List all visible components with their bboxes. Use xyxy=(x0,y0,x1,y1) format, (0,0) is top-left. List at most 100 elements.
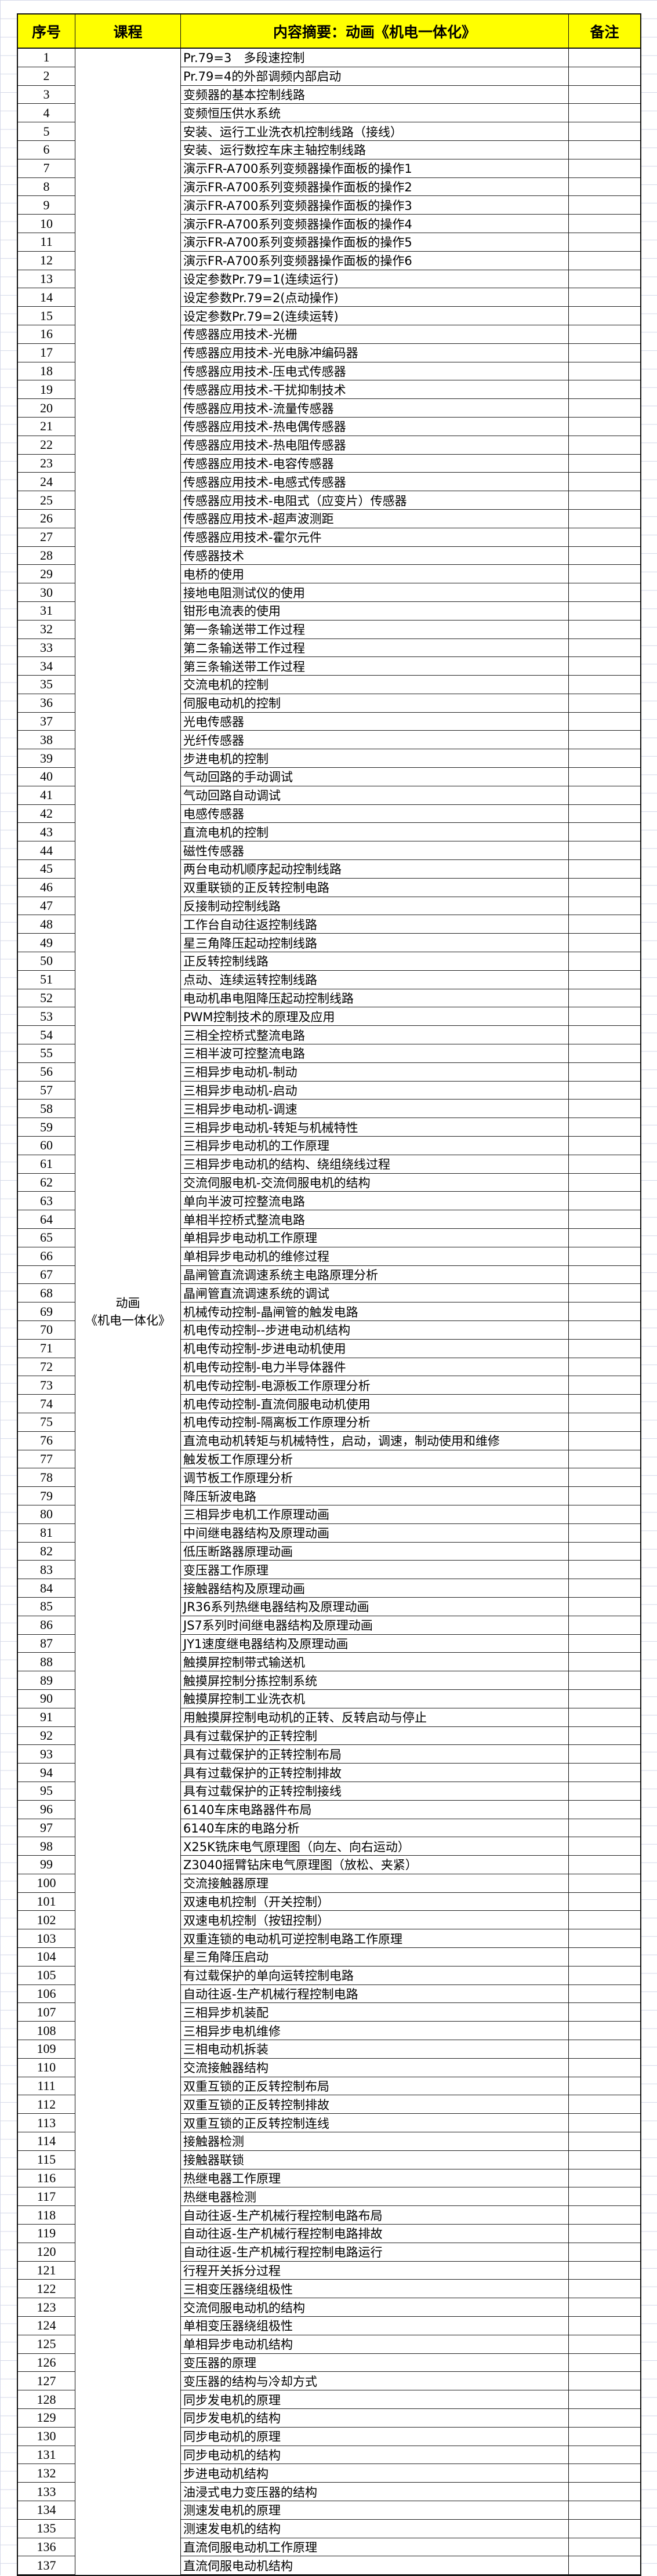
remark-cell[interactable] xyxy=(569,49,640,67)
remark-cell[interactable] xyxy=(569,2151,640,2169)
row-number[interactable]: 85 xyxy=(18,1598,75,1616)
content-cell[interactable]: 传感器应用技术-热电阻传感器 xyxy=(181,436,569,454)
row-number[interactable]: 62 xyxy=(18,1174,75,1192)
content-cell[interactable]: 传感器应用技术-电容传感器 xyxy=(181,454,569,473)
content-cell[interactable]: Pr.79=3 多段速控制 xyxy=(181,49,569,67)
content-cell[interactable]: 电动机串电阻降压起动控制线路 xyxy=(181,989,569,1007)
content-cell[interactable]: 具有过载保护的正转控制排故 xyxy=(181,1764,569,1782)
remark-cell[interactable] xyxy=(569,547,640,565)
remark-cell[interactable] xyxy=(569,2520,640,2538)
content-cell[interactable]: 变频恒压供水系统 xyxy=(181,104,569,122)
row-number[interactable]: 130 xyxy=(18,2428,75,2446)
row-number[interactable]: 38 xyxy=(18,731,75,750)
content-cell[interactable]: 直流电动机转矩与机械特性，启动，调速，制动使用和维修 xyxy=(181,1431,569,1450)
content-cell[interactable]: 交流电机的控制 xyxy=(181,676,569,694)
row-number[interactable]: 52 xyxy=(18,989,75,1008)
row-number[interactable]: 114 xyxy=(18,2132,75,2151)
row-number[interactable]: 57 xyxy=(18,1082,75,1100)
row-number[interactable]: 56 xyxy=(18,1063,75,1082)
content-cell[interactable]: 机电传动控制-电源板工作原理分析 xyxy=(181,1376,569,1395)
remark-cell[interactable] xyxy=(569,1155,640,1173)
content-cell[interactable]: 三相异步机装配 xyxy=(181,2003,569,2022)
row-number[interactable]: 89 xyxy=(18,1671,75,1690)
content-cell[interactable]: 传感器应用技术-流量传感器 xyxy=(181,399,569,417)
remark-cell[interactable] xyxy=(569,1487,640,1505)
row-number[interactable]: 72 xyxy=(18,1358,75,1377)
content-cell[interactable]: 交流接触器原理 xyxy=(181,1874,569,1892)
remark-cell[interactable] xyxy=(569,380,640,398)
row-number[interactable]: 93 xyxy=(18,1745,75,1764)
remark-cell[interactable] xyxy=(569,768,640,786)
remark-cell[interactable] xyxy=(569,713,640,731)
content-cell[interactable]: 传感器应用技术-热电偶传感器 xyxy=(181,417,569,436)
content-cell[interactable]: 热继电器工作原理 xyxy=(181,2169,569,2187)
remark-cell[interactable] xyxy=(569,288,640,306)
row-number[interactable]: 44 xyxy=(18,841,75,861)
row-number[interactable]: 6 xyxy=(18,141,75,159)
remark-cell[interactable] xyxy=(569,805,640,823)
content-cell[interactable]: 双速电机控制（按钮控制） xyxy=(181,1911,569,1929)
remark-cell[interactable] xyxy=(569,2483,640,2501)
row-number[interactable]: 5 xyxy=(18,122,75,141)
content-cell[interactable]: 三相异步电机工作原理动画 xyxy=(181,1505,569,1523)
content-cell[interactable]: 自动往返-生产机械行程控制电路排故 xyxy=(181,2225,569,2243)
content-cell[interactable]: 传感器应用技术-光栅 xyxy=(181,325,569,343)
content-cell[interactable]: 6140车床的电路分析 xyxy=(181,1819,569,1837)
content-cell[interactable]: 步进电动机结构 xyxy=(181,2464,569,2483)
content-cell[interactable]: 气动回路的手动调试 xyxy=(181,768,569,786)
remark-cell[interactable] xyxy=(569,1413,640,1431)
content-cell[interactable]: 三相电动机拆装 xyxy=(181,2040,569,2058)
row-number[interactable]: 16 xyxy=(18,325,75,344)
row-number[interactable]: 12 xyxy=(18,252,75,270)
row-number[interactable]: 83 xyxy=(18,1561,75,1580)
remark-cell[interactable] xyxy=(569,1192,640,1210)
content-cell[interactable]: 测速发电机的结构 xyxy=(181,2519,569,2538)
remark-cell[interactable] xyxy=(569,1837,640,1855)
content-cell[interactable]: 变压器的原理 xyxy=(181,2353,569,2372)
remark-cell[interactable] xyxy=(569,399,640,417)
row-number[interactable]: 13 xyxy=(18,270,75,289)
content-cell[interactable]: 交流伺服电机-交流伺服电机的结构 xyxy=(181,1173,569,1192)
row-number[interactable]: 51 xyxy=(18,971,75,989)
remark-cell[interactable] xyxy=(569,1727,640,1745)
row-number[interactable]: 71 xyxy=(18,1340,75,1358)
remark-cell[interactable] xyxy=(569,1137,640,1155)
remark-cell[interactable] xyxy=(569,2390,640,2408)
remark-cell[interactable] xyxy=(569,270,640,288)
remark-cell[interactable] xyxy=(569,1948,640,1966)
row-number[interactable]: 65 xyxy=(18,1229,75,1247)
row-number[interactable]: 106 xyxy=(18,1985,75,2004)
row-number[interactable]: 87 xyxy=(18,1635,75,1653)
row-number[interactable]: 18 xyxy=(18,362,75,381)
content-cell[interactable]: 传感器应用技术-超声波测距 xyxy=(181,509,569,528)
content-cell[interactable]: 中间继电器结构及原理动画 xyxy=(181,1523,569,1542)
row-number[interactable]: 42 xyxy=(18,805,75,823)
content-cell[interactable]: JY1速度继电器结构及原理动画 xyxy=(181,1634,569,1653)
content-cell[interactable]: 演示FR-A700系列变频器操作面板的操作1 xyxy=(181,159,569,177)
content-cell[interactable]: 三相异步电动机的结构、绕组绕线过程 xyxy=(181,1155,569,1173)
remark-cell[interactable] xyxy=(569,473,640,491)
row-number[interactable]: 99 xyxy=(18,1856,75,1874)
content-cell[interactable]: 有过载保护的单向运转控制电路 xyxy=(181,1966,569,1984)
row-number[interactable]: 7 xyxy=(18,159,75,178)
remark-cell[interactable] xyxy=(569,2243,640,2261)
remark-cell[interactable] xyxy=(569,1007,640,1025)
content-cell[interactable]: 机电传动控制-电力半导体器件 xyxy=(181,1358,569,1376)
content-cell[interactable]: 自动往返-生产机械行程控制电路布局 xyxy=(181,2206,569,2225)
content-cell[interactable]: 触摸屏控制工业洗衣机 xyxy=(181,1689,569,1708)
row-number[interactable]: 43 xyxy=(18,823,75,842)
content-cell[interactable]: 三相异步电动机-制动 xyxy=(181,1062,569,1081)
content-cell[interactable]: 演示FR-A700系列变频器操作面板的操作5 xyxy=(181,233,569,251)
content-cell[interactable]: 触发板工作原理分析 xyxy=(181,1450,569,1468)
content-cell[interactable]: 演示FR-A700系列变频器操作面板的操作3 xyxy=(181,196,569,215)
content-cell[interactable]: 交流伺服电动机的结构 xyxy=(181,2298,569,2317)
content-cell[interactable]: 三相半波可控整流电路 xyxy=(181,1044,569,1062)
remark-cell[interactable] xyxy=(569,344,640,362)
row-number[interactable]: 97 xyxy=(18,1819,75,1838)
content-cell[interactable]: 传感器应用技术-霍尔元件 xyxy=(181,528,569,546)
content-cell[interactable]: 三相异步电动机-调速 xyxy=(181,1100,569,1118)
row-number[interactable]: 22 xyxy=(18,436,75,455)
content-cell[interactable]: Pr.79=4的外部调频内部启动 xyxy=(181,67,569,85)
remark-cell[interactable] xyxy=(569,2077,640,2095)
row-number[interactable]: 19 xyxy=(18,380,75,400)
